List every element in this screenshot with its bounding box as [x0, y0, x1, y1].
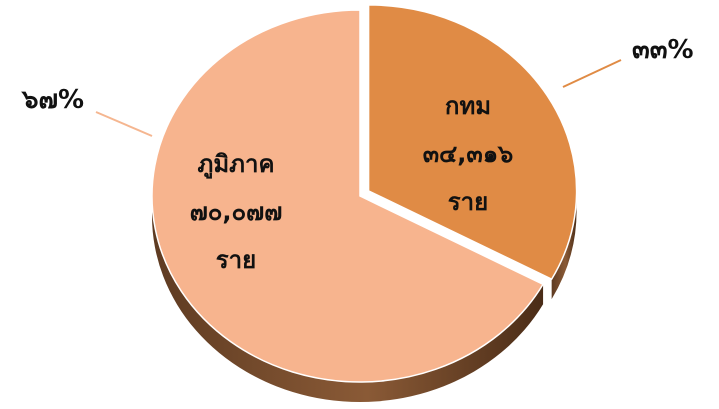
leader-line-bangkok [562, 59, 622, 88]
percent-label-region: ๖๗% [21, 85, 84, 115]
slice-unit-region: ราย [216, 246, 256, 274]
slice-label-bangkok: กทม [445, 92, 491, 120]
pie-depth [152, 190, 577, 402]
leader-line-region [95, 111, 153, 137]
slice-label-region: ภูมิภาค [198, 150, 275, 179]
slice-value-bangkok: ๓๔,๓๑๖ [423, 140, 514, 168]
pie-slice-bangkok [367, 4, 578, 281]
percent-label-bangkok: ๓๓% [632, 35, 694, 65]
pie-slice-region [151, 9, 545, 383]
pie-slice-bangkok-side [551, 190, 577, 300]
slice-value-region: ๗๐,๐๗๗ [190, 198, 283, 226]
slice-unit-bangkok: ราย [448, 188, 488, 216]
